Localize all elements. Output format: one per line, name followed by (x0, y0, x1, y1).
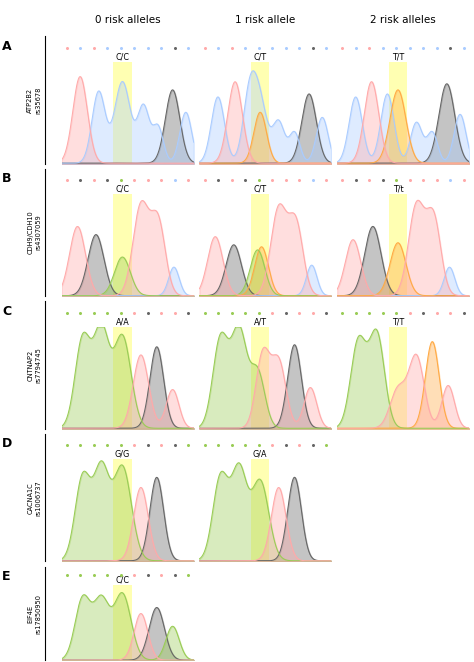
Text: ATP2B2
rs35678: ATP2B2 rs35678 (27, 86, 41, 114)
Text: T/t: T/t (392, 185, 403, 194)
Text: A/A: A/A (116, 317, 129, 326)
Text: E: E (2, 570, 11, 583)
Text: T/T: T/T (392, 317, 404, 326)
Bar (389, 327, 407, 429)
Bar (251, 195, 269, 296)
Text: 2 risk alleles: 2 risk alleles (370, 15, 436, 24)
Bar (251, 459, 269, 561)
Text: C/T: C/T (254, 185, 267, 194)
Text: C/C: C/C (115, 52, 129, 62)
Bar (113, 459, 132, 561)
Text: C: C (2, 305, 11, 318)
Text: 0 risk alleles: 0 risk alleles (95, 15, 161, 24)
Text: G/A: G/A (253, 450, 267, 459)
Bar (251, 62, 269, 164)
Bar (113, 585, 132, 661)
Bar (389, 195, 407, 296)
Text: CACNA1C
rs1006737: CACNA1C rs1006737 (27, 480, 41, 516)
Text: A: A (2, 40, 12, 53)
Text: C/T: C/T (254, 52, 267, 62)
Text: 1 risk allele: 1 risk allele (235, 15, 296, 24)
Text: T/T: T/T (392, 52, 404, 62)
Bar (113, 327, 132, 429)
Text: CNTNAP2
rs7794745: CNTNAP2 rs7794745 (27, 347, 41, 383)
Text: C/C: C/C (115, 185, 129, 194)
Text: A/T: A/T (254, 317, 267, 326)
Text: CDH9/CDH10
rs4307059: CDH9/CDH10 rs4307059 (27, 211, 41, 254)
Bar (251, 327, 269, 429)
Bar (113, 195, 132, 296)
Text: D: D (2, 438, 13, 450)
Text: EIF4E
rs17850950: EIF4E rs17850950 (27, 594, 41, 634)
Text: C/C: C/C (115, 576, 129, 585)
Bar (389, 62, 407, 164)
Text: B: B (2, 172, 12, 185)
Bar (113, 62, 132, 164)
Text: G/G: G/G (115, 450, 130, 459)
